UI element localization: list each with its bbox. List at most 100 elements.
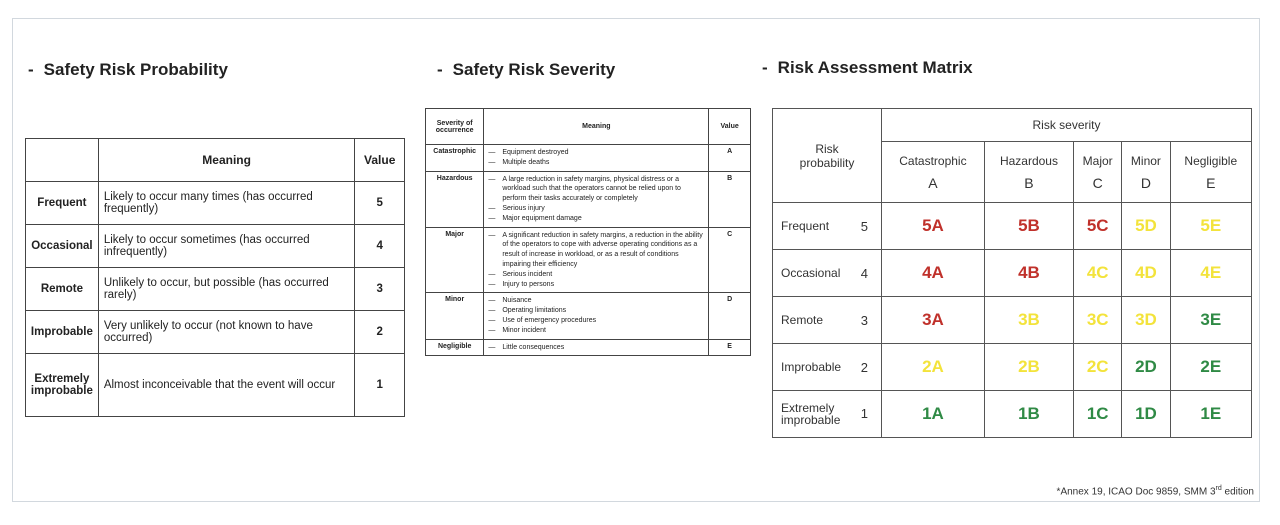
severity-meaning: Nuisance Operating limitations Use of em…: [483, 292, 710, 340]
probability-row-header: Remote 3: [772, 296, 882, 344]
risk-matrix-table: Risk probability Risk severity Catastroph…: [772, 108, 1253, 438]
row-label: Extremely: [781, 401, 835, 415]
probability-row-header: 1 Extremely improbable: [772, 390, 882, 438]
matrix-title-text: Risk Assessment Matrix: [777, 58, 973, 77]
matrix-row: Remote 3 3A 3B 3C 3D 3E: [772, 296, 1253, 344]
risk-cell: 2D: [1121, 343, 1171, 391]
column-name: Major: [1082, 153, 1113, 168]
probability-section-title: - Safety Risk Probability: [28, 60, 228, 80]
table-row: Negligible Little consequences E: [424, 338, 751, 357]
title-dash: -: [437, 60, 443, 79]
meaning-list: Equipment destroyed Multiple deaths: [486, 148, 706, 168]
row-label: Occasional: [781, 265, 841, 280]
risk-cell: 3D: [1121, 296, 1171, 344]
probability-row-header: Improbable 2: [772, 343, 882, 391]
column-header: [25, 138, 99, 182]
table-row: Major A significant reduction in safety …: [424, 226, 751, 294]
risk-cell: 1E: [1169, 390, 1253, 438]
column-letter: C: [1092, 174, 1103, 191]
risk-cell: 4A: [881, 249, 985, 297]
matrix-row: 1 Extremely improbable 1A 1B 1C 1D 1E: [772, 390, 1253, 438]
row-label: Remote: [781, 312, 824, 327]
probability-meaning: Almost inconceivable that the event will…: [97, 353, 356, 417]
list-item: Serious incident: [486, 270, 706, 280]
matrix-section-title: - Risk Assessment Matrix: [762, 58, 973, 78]
risk-cell: 4B: [983, 249, 1075, 297]
probability-table: Meaning Value Frequent Likely to occur m…: [25, 138, 405, 417]
severity-column-header: Negligible E: [1169, 141, 1253, 203]
severity-label: Negligible: [424, 338, 485, 357]
probability-label: Improbable: [25, 310, 99, 354]
column-letter: D: [1140, 174, 1151, 191]
footnote-text: *Annex 19, ICAO Doc 9859, SMM 3: [1056, 486, 1216, 497]
column-header: Severity of occurrence: [424, 108, 485, 145]
risk-cell: 1D: [1121, 390, 1171, 438]
label-line: improbable: [30, 385, 93, 397]
severity-value: E: [708, 338, 751, 357]
probability-meaning: Likely to occur sometimes (has occurred …: [97, 224, 356, 268]
footnote: *Annex 19, ICAO Doc 9859, SMM 3rd editio…: [1057, 485, 1254, 497]
list-item: Injury to persons: [486, 280, 706, 290]
risk-cell: 3B: [983, 296, 1075, 344]
table-header-row: Meaning Value: [25, 138, 405, 182]
severity-meaning: A large reduction in safety margins, phy…: [483, 170, 710, 228]
column-header: Value: [354, 138, 405, 182]
severity-label: Major: [424, 226, 485, 294]
severity-value: B: [708, 170, 751, 228]
severity-value: D: [708, 292, 751, 340]
matrix-row: Improbable 2 2A 2B 2C 2D 2E: [772, 343, 1253, 391]
column-name: Hazardous: [999, 153, 1058, 168]
table-row: Occasional Likely to occur sometimes (ha…: [25, 224, 405, 268]
table-row: Improbable Very unlikely to occur (not k…: [25, 310, 405, 354]
risk-severity-header: Risk severity: [881, 108, 1252, 142]
probability-label: Remote: [25, 267, 99, 311]
risk-cell: 1A: [881, 390, 985, 438]
list-item: Use of emergency procedures: [486, 316, 706, 326]
probability-value: 5: [354, 181, 405, 225]
list-item: Little consequences: [486, 343, 706, 353]
severity-value: A: [708, 144, 751, 172]
risk-cell: 2B: [983, 343, 1075, 391]
risk-cell: 3C: [1073, 296, 1123, 344]
list-item: Operating limitations: [486, 306, 706, 316]
footnote-sup: rd: [1215, 484, 1222, 492]
list-item: A large reduction in safety margins, phy…: [486, 175, 706, 204]
list-item: Serious injury: [486, 204, 706, 214]
risk-cell: 5C: [1073, 202, 1123, 250]
risk-cell: 3A: [881, 296, 985, 344]
risk-cell: 4E: [1169, 249, 1253, 297]
row-number: 1: [860, 406, 868, 421]
row-label: Improbable: [781, 359, 842, 374]
probability-value: 2: [354, 310, 405, 354]
risk-cell: 5D: [1121, 202, 1171, 250]
risk-cell: 3E: [1169, 296, 1253, 344]
header-line: probability: [799, 155, 855, 170]
severity-column-header: Catastrophic A: [881, 141, 985, 203]
severity-label: Minor: [424, 292, 485, 340]
probability-meaning: Likely to occur many times (has occurred…: [97, 181, 356, 225]
table-row: Catastrophic Equipment destroyed Multipl…: [424, 144, 751, 172]
probability-row-header: Frequent 5: [772, 202, 882, 250]
table-header-row: Severity of occurrence Meaning Value: [424, 108, 751, 145]
severity-title-text: Safety Risk Severity: [452, 60, 616, 79]
probability-value: 4: [354, 224, 405, 268]
severity-table: Severity of occurrence Meaning Value Cata…: [424, 108, 751, 357]
list-item: Minor incident: [486, 326, 706, 336]
risk-cell: 5B: [983, 202, 1075, 250]
header-line: Risk: [815, 141, 839, 156]
meaning-list: Nuisance Operating limitations Use of em…: [486, 296, 706, 335]
severity-section-title: - Safety Risk Severity: [437, 60, 615, 80]
probability-title-text: Safety Risk Probability: [43, 60, 228, 79]
probability-meaning: Very unlikely to occur (not known to hav…: [97, 310, 356, 354]
meaning-list: A large reduction in safety margins, phy…: [486, 175, 706, 224]
list-item: Equipment destroyed: [486, 148, 706, 158]
title-dash: -: [762, 58, 768, 77]
list-item: Nuisance: [486, 296, 706, 306]
severity-column-header: Minor D: [1121, 141, 1171, 203]
column-header: Value: [708, 108, 751, 145]
column-letter: B: [1024, 174, 1034, 191]
probability-label: Occasional: [25, 224, 99, 268]
label-line: Extremely: [34, 373, 90, 385]
row-label: Frequent: [781, 218, 830, 233]
risk-cell: 1C: [1073, 390, 1123, 438]
